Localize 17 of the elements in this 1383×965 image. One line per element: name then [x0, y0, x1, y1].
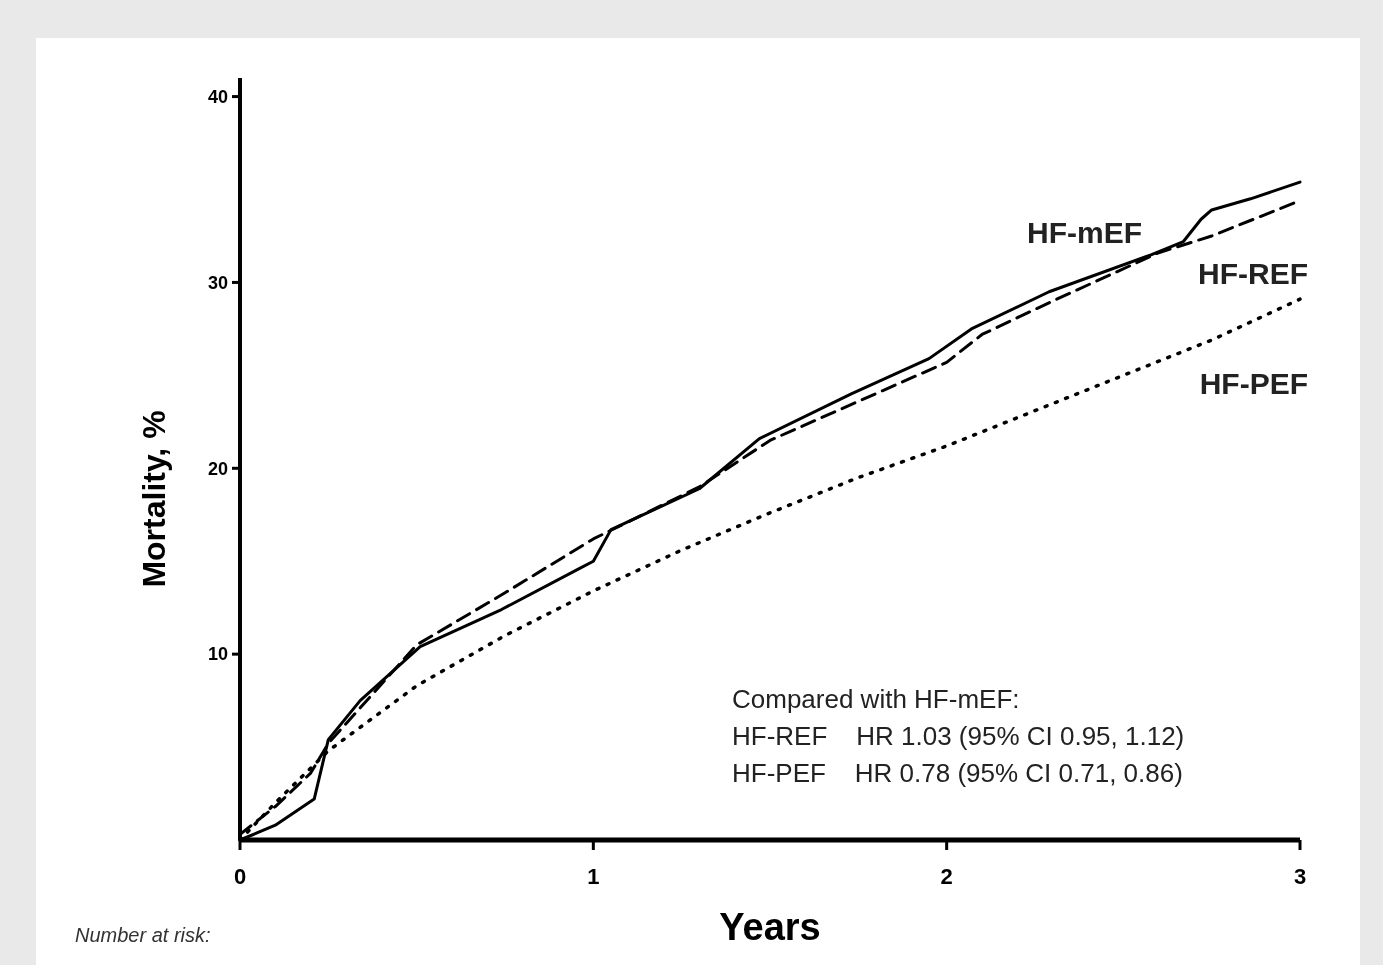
annotation: HF-PEF HR 0.78 (95% CI 0.71, 0.86)	[732, 758, 1183, 788]
series-label: HF-PEF	[1199, 367, 1308, 401]
series-label: HF-REF	[1198, 256, 1308, 290]
x-tick-label: 3	[1293, 864, 1307, 889]
series-label: HF-mEF	[1027, 216, 1142, 250]
y-tick-label: 20	[207, 458, 228, 479]
x-tick-label: 1	[587, 864, 600, 889]
annotation: HF-REF HR 1.03 (95% CI 0.95, 1.12)	[732, 721, 1185, 751]
x-tick-label: 2	[940, 864, 953, 889]
y-tick-label: 40	[207, 86, 228, 107]
text: Number at risk:	[75, 924, 211, 946]
y-axis-title: Mortality, %	[136, 410, 172, 588]
x-axis-title: Years	[719, 906, 821, 948]
x-tick-label: 0	[233, 864, 247, 889]
y-tick-label: 10	[207, 644, 228, 665]
annotation: Compared with HF-mEF:	[732, 684, 1020, 714]
y-tick-label: 30	[207, 272, 228, 293]
